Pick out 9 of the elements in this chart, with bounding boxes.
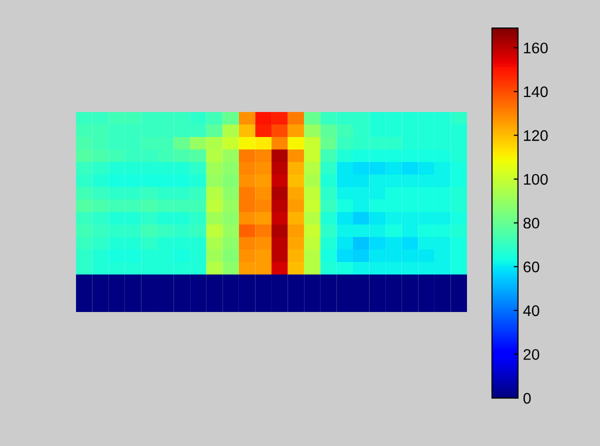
color-bar-label: 80: [524, 218, 540, 229]
color-bar-label: 100: [524, 174, 548, 185]
color-bar-label: 40: [523, 305, 540, 316]
color-bar-label: 60: [524, 262, 540, 272]
color-bar-label: 160: [524, 42, 548, 54]
color-bar-label: 20: [524, 349, 540, 360]
color-bar-label: 120: [524, 130, 548, 141]
color-bar-label: 0: [523, 392, 531, 404]
color-bar-label: 140: [524, 86, 548, 98]
